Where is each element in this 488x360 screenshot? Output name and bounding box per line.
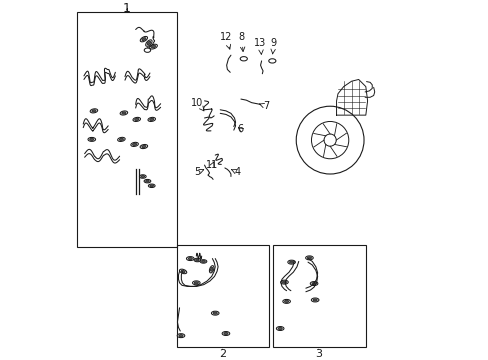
Ellipse shape [278,328,282,330]
Ellipse shape [289,261,293,263]
Ellipse shape [213,312,217,314]
Ellipse shape [151,45,155,48]
Ellipse shape [92,110,96,112]
Ellipse shape [177,334,184,338]
Ellipse shape [145,180,149,182]
Ellipse shape [148,184,155,188]
Text: 9: 9 [270,38,276,54]
Bar [77,12,176,247]
Ellipse shape [201,261,205,262]
Ellipse shape [134,118,139,121]
Text: 5: 5 [194,167,203,177]
Ellipse shape [145,40,152,46]
Ellipse shape [194,282,198,284]
Ellipse shape [240,57,247,61]
Ellipse shape [284,300,288,302]
Ellipse shape [133,117,140,121]
Ellipse shape [210,267,212,271]
Text: 11: 11 [206,160,218,170]
Text: 1: 1 [122,1,130,15]
Ellipse shape [149,44,157,49]
Ellipse shape [141,176,144,177]
Ellipse shape [268,59,275,63]
Text: 13: 13 [254,38,266,54]
Ellipse shape [120,111,127,115]
Ellipse shape [282,281,286,283]
Ellipse shape [150,185,153,187]
Ellipse shape [131,142,138,147]
Ellipse shape [179,334,183,337]
Text: 6: 6 [237,125,244,134]
Ellipse shape [140,36,147,42]
Ellipse shape [310,282,317,285]
Ellipse shape [88,138,95,141]
Text: 4: 4 [231,167,240,177]
Ellipse shape [194,258,201,262]
Ellipse shape [287,260,295,264]
Text: 8: 8 [238,32,244,51]
Ellipse shape [276,327,284,330]
Ellipse shape [307,257,311,259]
Ellipse shape [305,256,313,260]
Ellipse shape [311,298,318,302]
Ellipse shape [148,117,155,121]
Ellipse shape [119,138,123,140]
Ellipse shape [188,257,192,260]
Ellipse shape [280,280,287,284]
Ellipse shape [144,48,150,52]
Ellipse shape [195,259,199,261]
Ellipse shape [118,138,125,141]
Ellipse shape [142,145,145,148]
Text: 12: 12 [219,32,232,49]
Ellipse shape [89,138,94,140]
Ellipse shape [140,144,147,149]
Ellipse shape [179,269,186,274]
Text: 2: 2 [218,349,225,359]
Ellipse shape [224,332,227,334]
Ellipse shape [282,300,290,303]
Bar [272,246,365,347]
Ellipse shape [222,332,229,336]
Ellipse shape [139,175,146,178]
Ellipse shape [186,257,194,261]
Ellipse shape [209,266,213,273]
Ellipse shape [90,109,98,113]
Ellipse shape [147,41,150,45]
Ellipse shape [122,112,126,114]
Ellipse shape [181,270,185,273]
Bar [176,246,269,347]
Text: 3: 3 [315,349,322,359]
Ellipse shape [200,260,206,263]
Ellipse shape [311,283,316,285]
Ellipse shape [149,118,153,121]
Ellipse shape [144,179,150,183]
Ellipse shape [211,311,219,315]
Ellipse shape [312,299,317,301]
Ellipse shape [192,281,200,285]
Text: 7: 7 [259,101,268,111]
Text: 10: 10 [191,98,203,111]
Ellipse shape [132,143,136,145]
Ellipse shape [142,38,145,41]
